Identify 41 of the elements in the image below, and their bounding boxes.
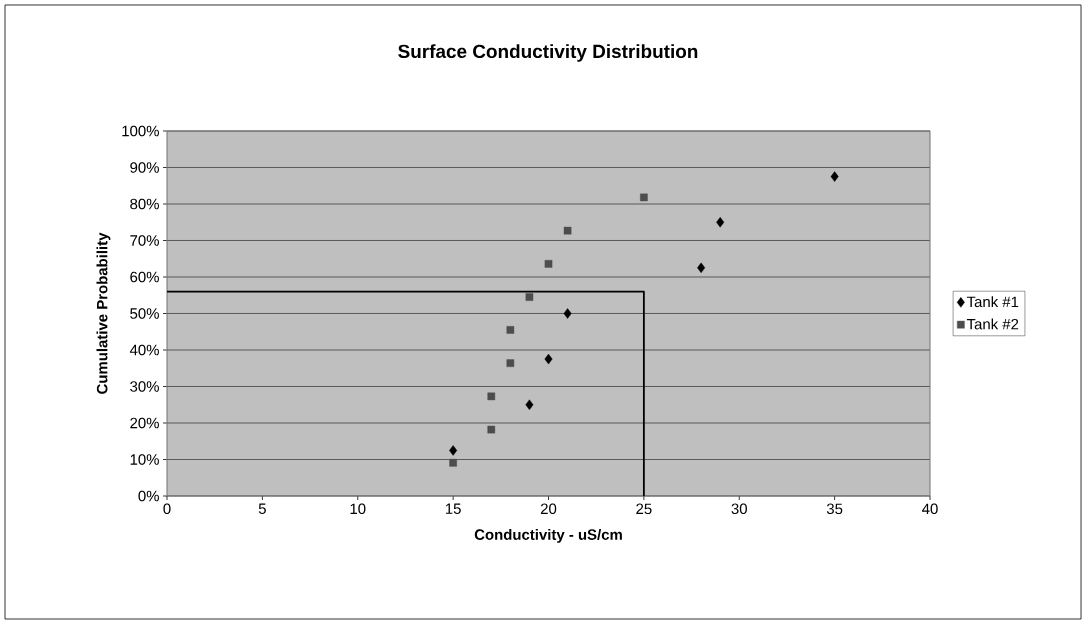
point [640, 193, 648, 202]
y-tick-label: 60% [130, 271, 159, 283]
chart-title: Surface Conductivity Distribution [398, 44, 698, 62]
x-tick-label: 35 [826, 503, 843, 515]
point [563, 308, 572, 319]
point [449, 445, 458, 456]
x-tick-label: 0 [163, 503, 171, 515]
x-tick-label: 20 [540, 503, 557, 515]
y-tick-label: 20% [130, 417, 159, 429]
point [697, 262, 706, 274]
y-tick-label: 40% [129, 344, 159, 356]
point [716, 217, 725, 228]
legend-label: Tank #2 [966, 318, 1019, 330]
x-tick-label: 10 [350, 503, 366, 515]
y-tick-label: 50% [130, 308, 159, 319]
y-tick-label: 70% [130, 235, 159, 246]
x-tick-label: 40 [922, 503, 938, 515]
point [563, 226, 572, 235]
x-tick-label: 25 [636, 503, 652, 515]
x-tick-label: 30 [731, 503, 747, 515]
point [544, 353, 553, 365]
x-axis-title: Conductivity - uS/cm [474, 528, 622, 543]
point [449, 458, 457, 467]
y-tick-label: 80% [130, 198, 159, 210]
x-tick-label: 15 [445, 503, 461, 514]
point [525, 399, 534, 410]
legend-label: Tank #1 [966, 296, 1019, 308]
y-tick-label: 0% [138, 490, 159, 502]
y-tick-label: 100% [122, 125, 159, 137]
point [544, 260, 553, 268]
point [830, 171, 839, 182]
y-tick-label: 90% [130, 162, 159, 173]
point [487, 425, 496, 434]
y-tick-label: 30% [130, 381, 159, 392]
point [525, 293, 534, 301]
x-tick-label: 5 [258, 503, 266, 514]
y-axis-title: Cumulative Probability [96, 232, 111, 394]
point [506, 326, 515, 334]
point [506, 359, 515, 367]
point [487, 392, 496, 401]
y-tick-label: 10% [130, 454, 159, 465]
